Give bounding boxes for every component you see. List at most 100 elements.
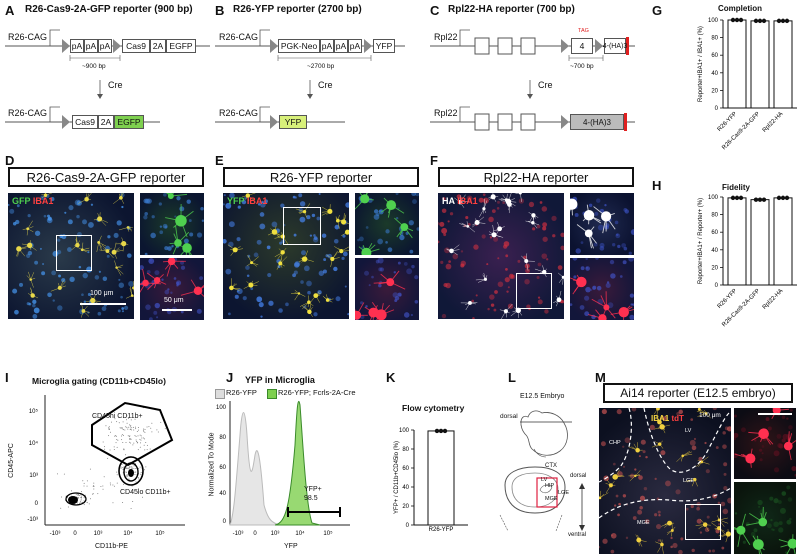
event-dot [126, 422, 128, 424]
svg-text:40: 40 [219, 491, 226, 497]
nucleus-dot [640, 439, 646, 445]
event-dot [140, 442, 142, 444]
event-dot [133, 429, 135, 431]
stain-label-1: YFP [227, 196, 245, 206]
nucleus-dot [186, 199, 191, 204]
nucleus-dot [720, 501, 726, 507]
cell [115, 237, 129, 252]
micrograph-main: HA IBA1 [438, 193, 564, 319]
nucleus-dot [264, 199, 268, 204]
y-axis-label: Normalized To Mode [208, 432, 216, 497]
nucleus-dot [776, 433, 782, 439]
nucleus-dot [395, 193, 399, 196]
nucleus-dot [617, 471, 623, 477]
region-boundaries [599, 408, 731, 519]
nucleus-dot [504, 277, 510, 283]
cell [525, 214, 540, 229]
cell [460, 301, 478, 311]
nucleus-dot [371, 275, 374, 279]
nucleus-dot [321, 233, 327, 238]
nucleus-dot [590, 289, 593, 292]
nucleus-dot [786, 519, 792, 525]
event-dot [122, 467, 124, 469]
event-dot [83, 482, 85, 484]
nucleus-dot [665, 480, 671, 487]
event-dot [103, 476, 105, 478]
svg-text:60: 60 [219, 465, 226, 471]
event-dot [138, 429, 140, 431]
event-dot [119, 427, 121, 429]
nucleus-dot [285, 302, 289, 307]
nucleus-dot [628, 251, 632, 255]
nucleus-dot [560, 232, 564, 238]
nucleus-dot [612, 243, 616, 247]
nucleus-dot [782, 433, 789, 440]
cell [165, 204, 194, 238]
panel-d: D R26-Cas9-2A-GFP reporter GFP IBA1 100 … [0, 150, 215, 325]
embryo-title: E12.5 Embryo [520, 393, 565, 400]
nucleus-dot [624, 209, 629, 214]
nucleus-dot [397, 261, 401, 265]
event-dot [142, 437, 144, 439]
nucleus-dot [259, 223, 266, 230]
nucleus-dot [448, 260, 451, 263]
nucleus-dot [171, 244, 174, 248]
legend-label-1: R26-YFP [226, 388, 257, 397]
event-dot [131, 427, 133, 429]
nucleus-dot [726, 426, 731, 432]
nucleus-dot [536, 224, 541, 229]
nucleus-dot [791, 465, 796, 472]
event-dot [150, 427, 152, 429]
embryo-schematic [499, 410, 585, 532]
nucleus-dot [631, 303, 634, 306]
y-tick-label: 0 [715, 283, 719, 289]
nucleus-dot [144, 198, 150, 204]
nucleus-dot [585, 286, 591, 293]
gene-label-after: Rpl22 [434, 108, 458, 118]
nucleus-dot [502, 201, 505, 205]
event-dot [129, 424, 131, 426]
inset-red [355, 258, 419, 320]
nucleus-dot [441, 208, 447, 214]
nucleus-dot [704, 441, 707, 445]
event-dot [132, 500, 134, 502]
cell [180, 279, 204, 298]
nucleus-dot [47, 216, 52, 221]
nucleus-dot [773, 521, 779, 528]
event-dot [90, 498, 92, 500]
nucleus-dot [478, 197, 484, 203]
nucleus-dot [268, 300, 274, 306]
nucleus-dot [201, 219, 204, 222]
nucleus-dot [127, 253, 132, 258]
panel-letter: K [386, 370, 396, 385]
y-tick-label: 0 [715, 106, 719, 112]
panel-k: K Flow cytometry 0 20 40 60 80 100 R26-YFP YFP+… [360, 365, 490, 559]
nucleus-dot [675, 489, 681, 495]
event-dot [86, 485, 88, 487]
cell [570, 274, 587, 295]
nucleus-dot [180, 260, 185, 265]
inset-red [570, 258, 634, 320]
cell [475, 272, 488, 283]
nucleus-dot [612, 462, 616, 466]
nucleus-dot [241, 199, 247, 205]
nucleus-dot [237, 205, 241, 209]
event-dot [137, 449, 139, 451]
tag-label: TAG [578, 28, 589, 34]
cell [521, 253, 535, 271]
event-dot [130, 507, 132, 509]
y-tick-label: 40 [402, 485, 409, 491]
nucleus-dot [541, 253, 548, 259]
cell [114, 260, 124, 276]
nucleus-dot [542, 222, 548, 228]
nucleus-dot [39, 247, 42, 250]
nucleus-dot [167, 288, 170, 291]
nucleus-dot [602, 538, 608, 544]
nucleus-dot [118, 282, 125, 288]
panel-letter: M [595, 370, 606, 385]
nucleus-dot [28, 302, 32, 306]
nucleus-dot [595, 258, 599, 260]
event-dot [115, 442, 117, 444]
event-dot [71, 490, 73, 492]
egfp-box: EGFP [166, 39, 196, 53]
